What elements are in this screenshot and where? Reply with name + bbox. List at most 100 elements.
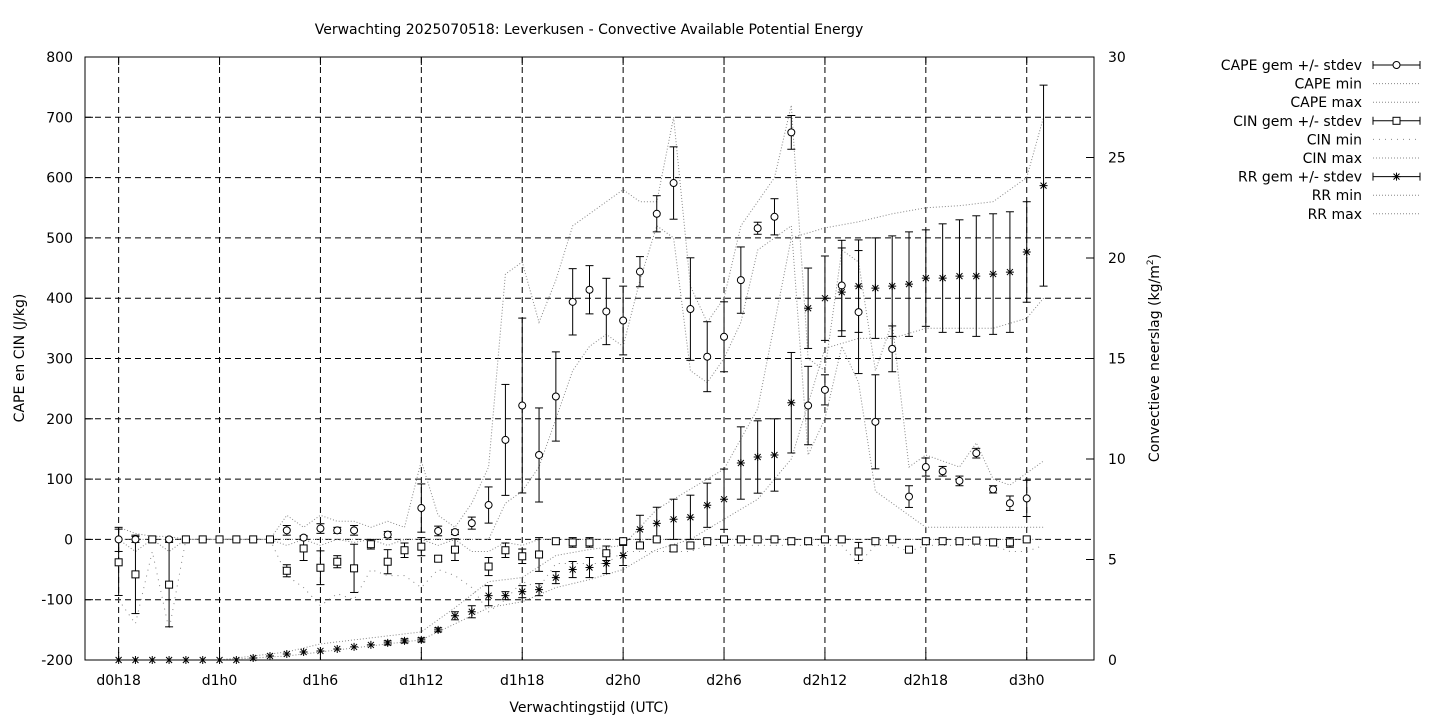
legend-label-cape-gem-stdev: CAPE gem +/- stdev (1221, 58, 1362, 74)
legend-label-rr-gem-stdev: RR gem +/- stdev (1238, 170, 1362, 186)
cape-point (619, 316, 628, 325)
y2-axis-label: Convectieve neerslag (kg/m2) (1146, 254, 1163, 462)
markers (114, 128, 1048, 664)
rr-point (635, 525, 644, 534)
legend-circle-marker (1392, 61, 1401, 69)
rr-point (400, 636, 409, 645)
cin-point (635, 541, 644, 550)
cape-point (316, 524, 325, 533)
cin-point (938, 537, 947, 546)
y2-tick-label: 10 (1108, 452, 1126, 468)
cin-point (669, 544, 678, 553)
legend-label-cape-min: CAPE min (1295, 77, 1363, 93)
rr-point (787, 398, 796, 407)
cape-point (602, 307, 611, 316)
cin-point (535, 550, 544, 559)
rr-min-line (118, 297, 1044, 661)
x-tick-label: d3h0 (1009, 673, 1045, 689)
cape-point (417, 504, 426, 513)
rr-point (720, 495, 729, 504)
legend-label-rr-min: RR min (1312, 188, 1362, 204)
rr-max-line (118, 117, 1044, 661)
cin-point (165, 580, 174, 589)
cin-point (366, 540, 375, 549)
legend-label-cin-gem-stdev: CIN gem +/- stdev (1233, 114, 1362, 130)
cin-point (619, 537, 628, 546)
y2-axis-label-sup: 2 (1146, 259, 1156, 265)
x-tick-label: d2h6 (706, 673, 742, 689)
legend: CAPE gem +/- stdev CAPE min CAPE max CIN ge… (1221, 58, 1421, 223)
cin-point (383, 557, 392, 566)
x-tick-label: d2h0 (605, 673, 641, 689)
y2-tick-label: 25 (1108, 151, 1126, 167)
rr-point (736, 459, 745, 468)
cape-point (905, 492, 914, 501)
cape-min-line (118, 224, 1044, 553)
cape-point (434, 526, 443, 535)
rr-point (585, 563, 594, 572)
cin-point (333, 557, 342, 566)
x-tick-label: d1h18 (500, 673, 544, 689)
cin-point (282, 566, 291, 575)
cape-point (820, 385, 829, 394)
y-tick-label: 200 (46, 412, 73, 428)
rr-point (652, 519, 661, 528)
cape-point (450, 528, 459, 537)
legend-star-marker (1392, 172, 1401, 181)
rr-point (1005, 268, 1014, 277)
cape-point (299, 533, 308, 542)
cape-max-line (118, 105, 1044, 540)
cin-point (905, 545, 914, 554)
cin-point (114, 558, 123, 567)
y-tick-label: 100 (46, 472, 73, 488)
cin-point (820, 535, 829, 544)
cin-point (989, 538, 998, 547)
cape-point (770, 212, 779, 221)
y2-tick-label: 5 (1108, 553, 1117, 569)
rr-point (282, 649, 291, 658)
rr-point (669, 515, 678, 524)
cin-point (148, 535, 157, 544)
legend-label-rr-max: RR max (1308, 207, 1362, 223)
cin-point (181, 535, 190, 544)
cape-point (652, 209, 661, 218)
cin-point (770, 535, 779, 544)
y2-tick-label: 30 (1108, 50, 1126, 66)
cape-point (350, 526, 359, 535)
cin-min-line (118, 538, 1044, 631)
x-tick-label: d2h12 (803, 673, 847, 689)
cape-point (888, 344, 897, 353)
cin-max-line (118, 538, 1044, 552)
rr-point (316, 646, 325, 655)
cape-point (551, 392, 560, 401)
rr-point (837, 288, 846, 297)
rr-point (383, 638, 392, 647)
rr-point (703, 501, 712, 510)
cape-point (686, 305, 695, 314)
chart-title: Verwachting 2025070518: Leverkusen - Con… (315, 22, 864, 38)
cin-point (249, 535, 258, 544)
x-axis-label: Verwachtingstijd (UTC) (509, 700, 668, 716)
rr-point (249, 653, 258, 662)
y-tick-label: -200 (41, 653, 73, 669)
cape-point (1022, 494, 1031, 503)
cape-point (804, 401, 813, 410)
cin-point (652, 535, 661, 544)
cape-point (955, 476, 964, 485)
cape-point (1005, 499, 1014, 508)
cape-point (467, 519, 476, 528)
rr-point (299, 647, 308, 656)
rr-point (535, 585, 544, 594)
rr-point (484, 591, 493, 600)
rr-point (905, 280, 914, 289)
cin-point (585, 538, 594, 547)
rr-point (467, 607, 476, 616)
x-tick-label: d1h6 (303, 673, 339, 689)
cape-point (501, 435, 510, 444)
cin-point (198, 535, 207, 544)
rr-point (686, 513, 695, 522)
rr-point (1039, 181, 1048, 190)
rr-point (366, 640, 375, 649)
y-tick-label: 300 (46, 352, 73, 368)
rr-point (568, 565, 577, 574)
